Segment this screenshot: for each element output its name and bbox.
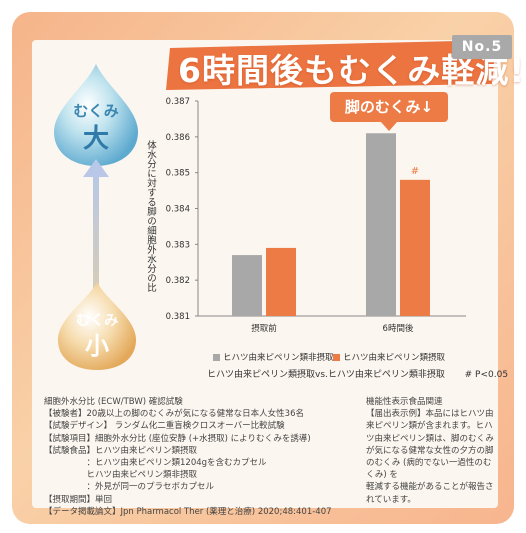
note-line: ヒハツ由来ピペリン類非摂取 (44, 470, 198, 481)
bar-treatment (400, 179, 430, 316)
page-number-badge: No.5 (452, 35, 512, 59)
note-line: 【データ掲載論文】Jpn Pharmacol Ther (薬理と治療) 2020… (44, 506, 332, 517)
y-tick-label: 0.386 (166, 133, 190, 143)
note-line: 【試験食品】ヒハツ由来ピペリン類摂取 (44, 445, 198, 456)
y-axis-title: 体水分に対する脚の細胞外水分の比 (145, 140, 156, 292)
note-paragraph: 軽減する機能があることが報告されています。 (366, 482, 494, 505)
drop-top-size-label: 大 (82, 124, 109, 154)
significance-note: # P<0.05 (464, 370, 509, 380)
note-line: 【摂取期間】単回 (44, 494, 113, 505)
legend-item-placebo: ヒハツ由来ピペリン類非摂取 (213, 351, 334, 363)
callout-pointer (381, 122, 397, 131)
note-line: 【試験デザイン】 ランダム化二重盲検クロスオーバー比較試験 (44, 421, 285, 432)
y-tick-label: 0.381 (166, 312, 190, 322)
legend-swatch-treatment (333, 354, 340, 361)
bar-treatment (266, 247, 296, 316)
bar-placebo (232, 255, 262, 316)
legend-label-placebo: ヒハツ由来ピペリン類非摂取 (223, 353, 334, 363)
x-tick-label: 6時間後 (383, 323, 414, 334)
study-notes: 細胞外水分比 (ECW/TBW) 確認試験 【被験者】20歳以上の脚のむくみが気… (44, 396, 334, 518)
drop-top-label: むくみ (73, 102, 119, 120)
functional-claim-notes: 機能性表示食品関連 【届出表示例】本品にはヒハツ由来ピペリン類が含まれます。ヒハ… (366, 396, 494, 506)
drop-bottom-size-label: 小 (85, 332, 109, 360)
note-line: ：ヒハツ由来ピペリン類1204gを含むカプセル (44, 458, 267, 469)
legend-swatch-placebo (213, 354, 220, 361)
callout-box: 脚のむくみ↓ (330, 92, 448, 122)
legend-item-treatment: ヒハツ由来ピペリン類摂取 (333, 351, 445, 363)
legend-label-treatment: ヒハツ由来ピペリン類摂取 (343, 353, 446, 363)
note-line: 機能性表示食品関連 (366, 397, 443, 407)
chart-caption: ヒハツ由来ピペリン類摂取vs.ヒハツ由来ピペリン類非摂取 # P<0.05 (207, 367, 508, 380)
note-line: 細胞外水分比 (ECW/TBW) 確認試験 (44, 397, 183, 407)
significance-marker: # (411, 166, 419, 177)
arrow-shaft (93, 170, 99, 295)
y-tick-label: 0.384 (166, 205, 190, 215)
drop-icon-small-swelling: むくみ 小 (52, 278, 142, 374)
note-line: 【試験項目】細胞外水分比 (座位安静 (+水摂取) によりむくみを誘導) (44, 433, 311, 444)
water-drop-gold-icon (58, 282, 136, 370)
y-tick-label: 0.387 (166, 97, 190, 107)
comparison-caption: ヒハツ由来ピペリン類摂取vs.ヒハツ由来ピペリン類非摂取 (207, 370, 445, 380)
note-line: ：外見が同一のプラセボカプセル (44, 482, 215, 493)
headline-background-shape (166, 40, 496, 90)
y-tick-label: 0.382 (166, 276, 190, 286)
note-paragraph: 【届出表示例】本品にはヒハツ由来ピペリン類が含まれます。ヒハツ由来ピペリン類は、… (366, 409, 494, 481)
drop-bottom-label: むくみ (75, 313, 119, 329)
note-line: 【被験者】20歳以上の脚のむくみが気になる健常な日本人女性36名 (44, 409, 304, 420)
x-tick-label: 摂取前 (251, 323, 277, 334)
drop-icon-large-swelling: むくみ 大 (48, 60, 144, 168)
bar-placebo (366, 133, 396, 316)
arrow-up-icon (83, 159, 109, 177)
y-tick-label: 0.385 (166, 169, 190, 179)
y-tick-label: 0.383 (166, 240, 190, 250)
water-drop-blue-icon (54, 64, 138, 166)
